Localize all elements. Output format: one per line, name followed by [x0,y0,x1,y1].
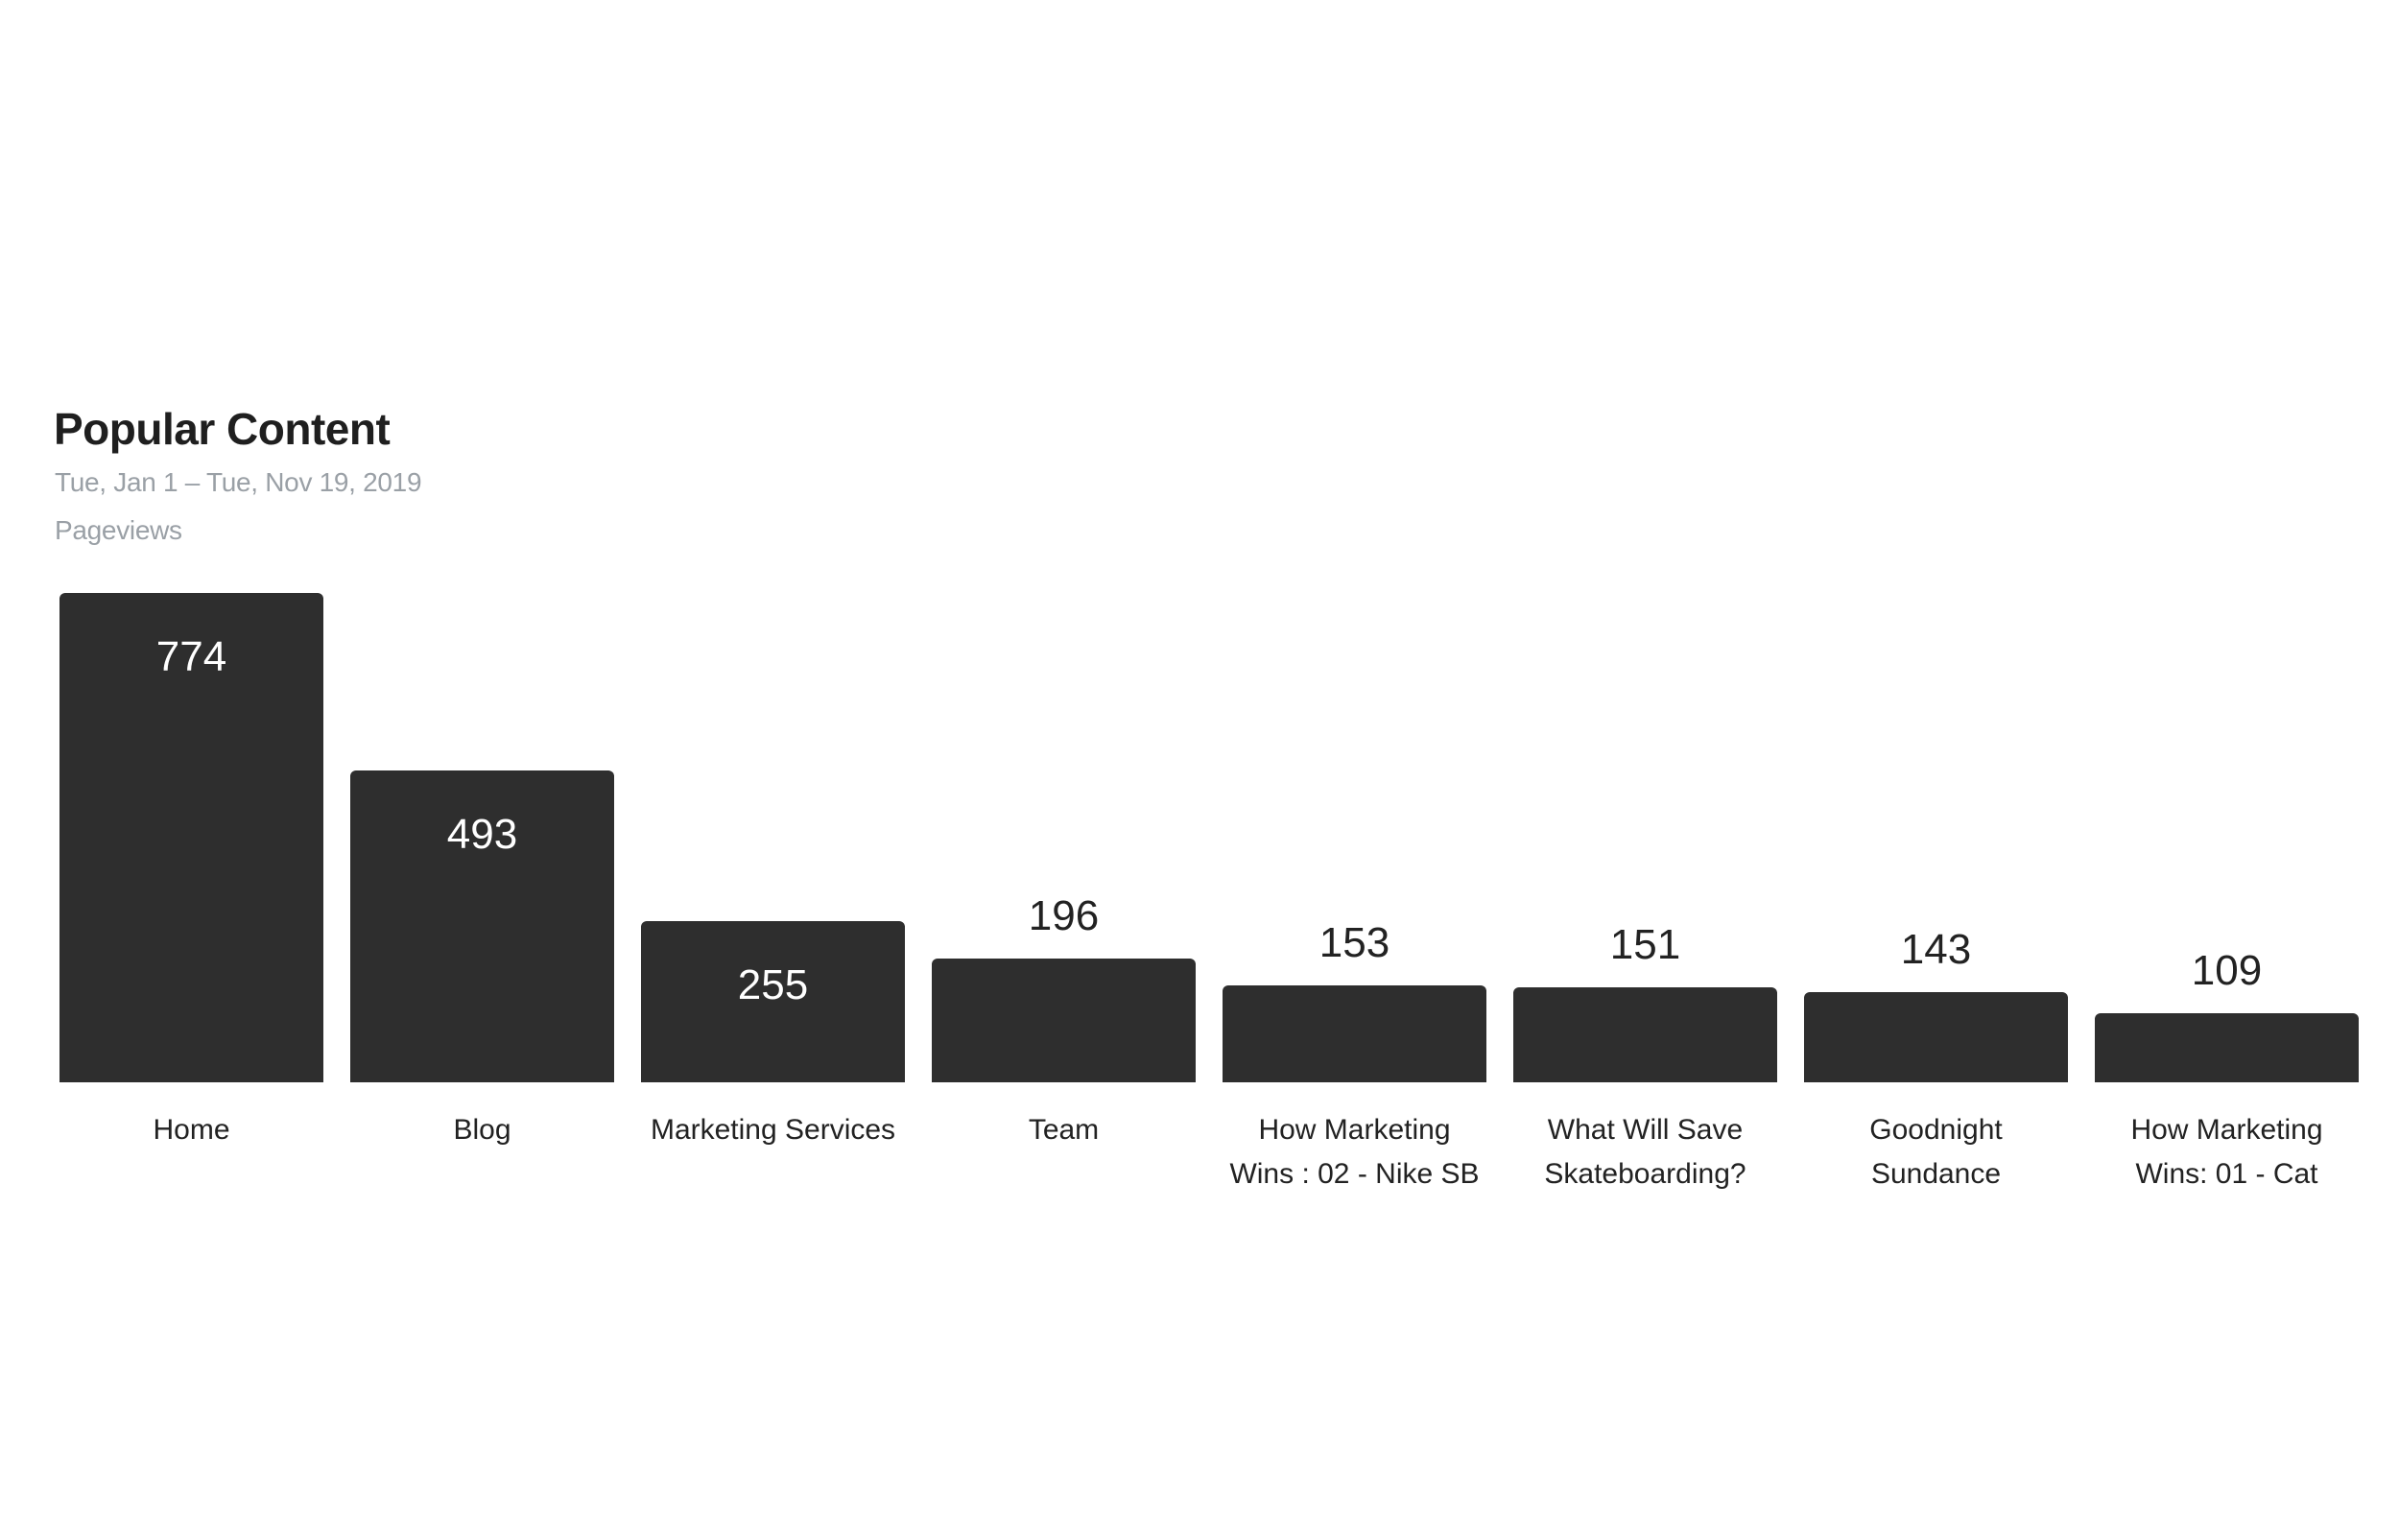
bar-category-label: Home [59,1108,323,1196]
bar-category-label: How Marketing Wins: 01 - Cat [2095,1108,2359,1196]
pageviews-axis-label: Pageviews [55,515,182,545]
bar-category-label-line: Sundance [1870,1158,2002,1190]
bar-category-label: What Will Save Skateboarding? [1513,1108,1777,1196]
bar-category-label-line: Marketing Services [650,1114,896,1146]
date-range-subtitle: Tue, Jan 1 – Tue, Nov 19, 2019 [55,467,422,497]
chart-bar[interactable]: 196 [932,895,1196,1082]
bar-value-label: 109 [2191,947,2263,994]
chart-bar[interactable]: 493 [350,770,614,1082]
bar-value-label: 774 [155,633,227,680]
category-labels-row: Home Blog Marketing Services Team How Market… [59,1108,2363,1196]
bar-category-label-line: Skateboarding? [1544,1158,1746,1190]
bar-chart-plot-area: 774 493 255 196 153 151 143 109 [59,593,2363,1082]
bar-category-label: How Marketing Wins : 02 - Nike SB [1223,1108,1486,1196]
chart-bar[interactable]: 774 [59,593,323,1082]
bar-category-label-line: Wins : 02 - Nike SB [1229,1158,1480,1190]
bar-category-label-line: Wins: 01 - Cat [2135,1158,2318,1190]
chart-bar[interactable]: 143 [1804,929,2068,1082]
bar-category-label-line: How Marketing [2130,1114,2323,1146]
bar-category-label: Team [932,1108,1196,1196]
bar-value-label: 255 [737,961,809,1008]
bar-value-label: 196 [1028,892,1100,939]
bar-category-label-line: How Marketing [1258,1114,1451,1146]
bar-value-label: 153 [1318,919,1390,966]
bar-value-label: 151 [1609,921,1681,968]
page-title: Popular Content [54,404,391,454]
bar-category-label-line: Goodnight [1869,1114,2003,1146]
bar-category-label-line: Home [153,1114,230,1146]
bar-category-label-line: Team [1028,1114,1100,1146]
bar-value-label: 493 [446,811,518,858]
chart-bar[interactable]: 153 [1223,922,1486,1082]
chart-bar[interactable]: 255 [641,921,905,1082]
chart-bar[interactable]: 151 [1513,924,1777,1082]
chart-bar[interactable]: 109 [2095,950,2359,1082]
bar-category-label: Marketing Services [641,1108,905,1196]
bar-value-label: 143 [1900,926,1972,973]
bar-category-label: Blog [350,1108,614,1196]
bar-category-label-line: What Will Save [1547,1114,1744,1146]
bar-category-label-line: Blog [453,1114,511,1146]
bar-category-label: Goodnight Sundance [1804,1108,2068,1196]
